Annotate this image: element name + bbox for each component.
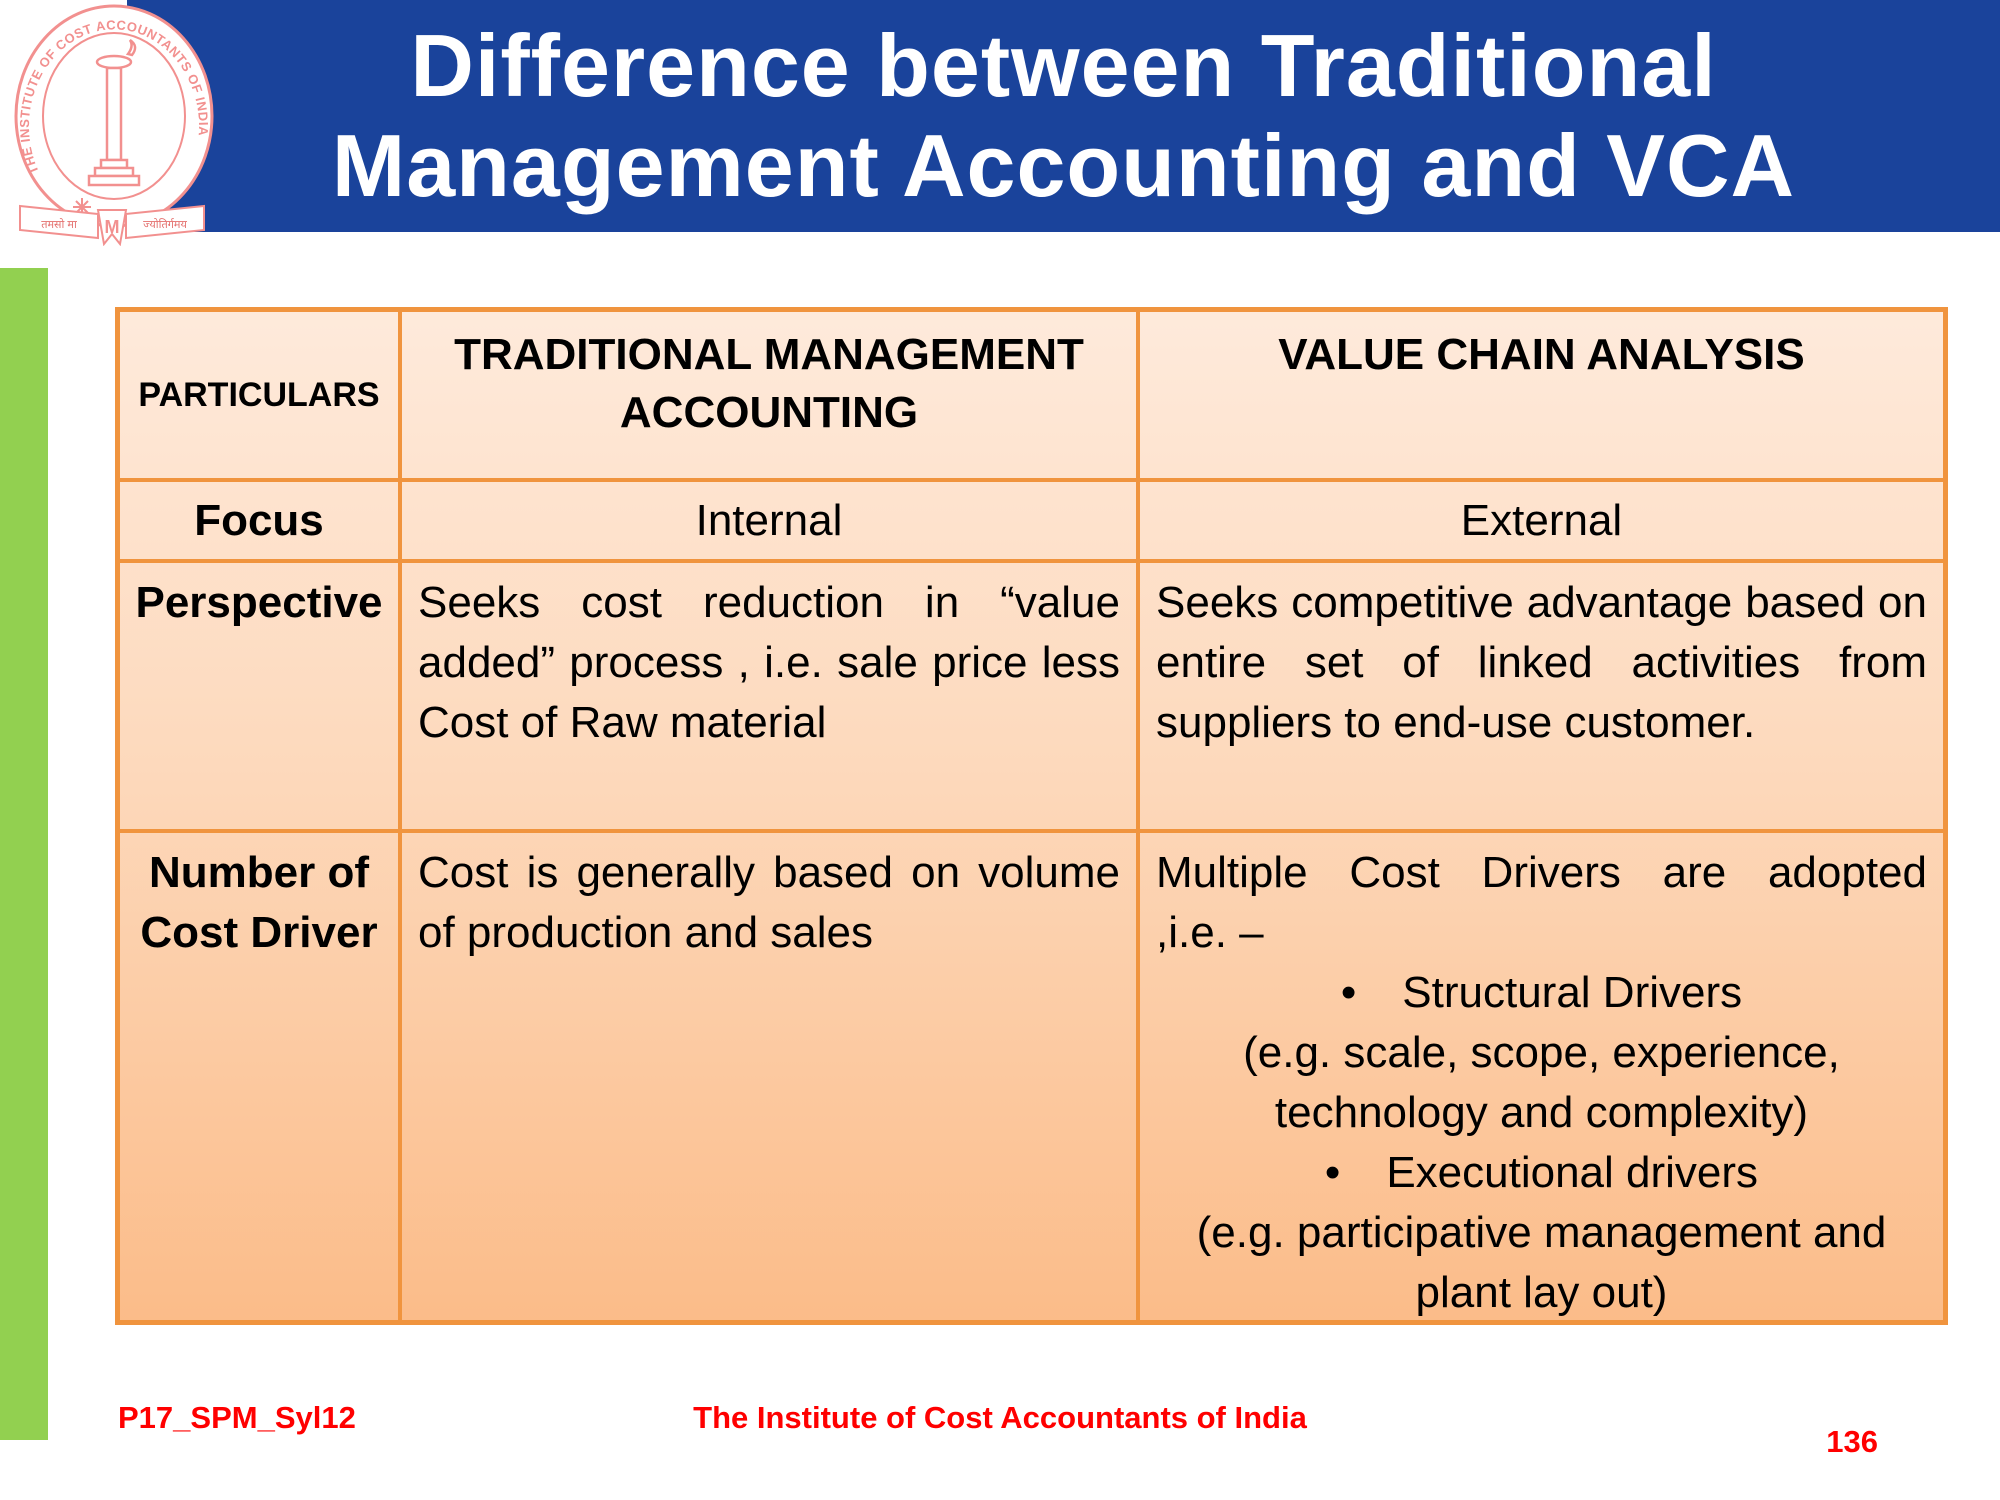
bullet-structural-label: Structural Drivers (1402, 968, 1743, 1017)
cell-costdriver-vca: Multiple Cost Drivers are adopted ,i.e. … (1140, 833, 1943, 1320)
col-header-value-chain-analysis: VALUE CHAIN ANALYSIS (1140, 312, 1943, 482)
bullet-executional-drivers: • Executional drivers (1156, 1143, 1927, 1203)
cell-focus-vca: External (1140, 482, 1943, 563)
logo-motto-right: ज्योतिर्गमय (143, 218, 187, 231)
green-accent-stripe (0, 268, 48, 1440)
col-header-particulars: PARTICULARS (120, 312, 402, 482)
lamp-pillar-icon (87, 38, 141, 187)
bullet-executional-label: Executional drivers (1386, 1148, 1759, 1197)
seal-inner-ring (42, 32, 186, 200)
bullet-icon: • (1340, 968, 1357, 1017)
ribbon-banner-icon (19, 204, 205, 247)
row-label-focus: Focus (120, 482, 402, 563)
bullet-structural-detail: (e.g. scale, scope, experience, technolo… (1243, 1028, 1840, 1137)
cell-focus-tma: Internal (402, 482, 1140, 563)
vca-intro-line1: Multiple Cost Drivers are adopted (1156, 848, 1927, 897)
title-banner: Difference between Traditional Managemen… (127, 0, 2000, 232)
row-label-number-of-cost-driver: Number of Cost Driver (120, 833, 402, 1320)
row-label-perspective: Perspective (120, 563, 402, 833)
slide-title-line2: Management Accounting and VCA (331, 116, 1796, 215)
footer-page-number: 136 (1826, 1424, 1878, 1459)
slide-title-line1: Difference between Traditional (410, 16, 1717, 115)
bullet-structural-drivers: • Structural Drivers (1156, 963, 1927, 1023)
cell-costdriver-tma: Cost is generally based on volume of pro… (402, 833, 1140, 1320)
institute-seal-icon: THE INSTITUTE OF COST ACCOUNTANTS OF IND… (14, 4, 214, 247)
logo-monogram: M (105, 217, 120, 237)
bullet-executional-detail: (e.g. participative management and plant… (1196, 1208, 1887, 1317)
bullet-icon: • (1324, 1148, 1341, 1197)
institute-logo: THE INSTITUTE OF COST ACCOUNTANTS OF IND… (6, 2, 218, 247)
cell-perspective-tma: Seeks cost reduction in “value added” pr… (402, 563, 1140, 833)
cell-perspective-vca: Seeks competitive advantage based on ent… (1140, 563, 1943, 833)
footer-course-code: P17_SPM_Syl12 (118, 1400, 356, 1435)
vca-intro-line2: ,i.e. – (1156, 908, 1264, 957)
col-header-traditional-ma: TRADITIONAL MANAGEMENT ACCOUNTING (402, 312, 1140, 482)
comparison-table: PARTICULARS TRADITIONAL MANAGEMENT ACCOU… (115, 307, 1948, 1325)
logo-motto-left: तमसो मा (41, 218, 77, 231)
footer-institute-name: The Institute of Cost Accountants of Ind… (693, 1400, 1307, 1435)
